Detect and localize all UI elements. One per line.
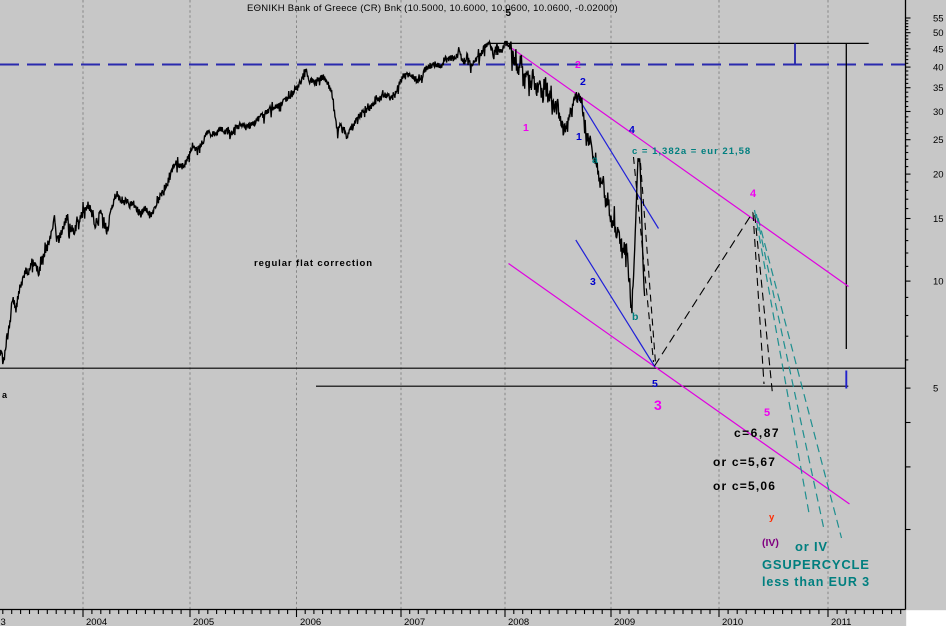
svg-text:50: 50	[933, 28, 944, 39]
svg-text:regular flat correction: regular flat correction	[254, 258, 373, 269]
svg-text:a: a	[592, 154, 598, 166]
svg-text:2011: 2011	[831, 617, 851, 626]
svg-text:c=6,87: c=6,87	[734, 426, 780, 440]
svg-text:25: 25	[933, 135, 944, 146]
svg-text:2010: 2010	[722, 617, 743, 626]
svg-text:45: 45	[933, 44, 944, 55]
svg-text:2004: 2004	[86, 617, 107, 626]
svg-text:2007: 2007	[404, 617, 425, 626]
svg-text:a: a	[2, 390, 8, 400]
svg-text:3: 3	[590, 276, 596, 288]
svg-text:or c=5,67: or c=5,67	[713, 455, 776, 469]
svg-text:2006: 2006	[300, 617, 321, 626]
svg-text:40: 40	[933, 63, 944, 74]
svg-text:y: y	[769, 512, 775, 523]
svg-text:5: 5	[652, 378, 658, 390]
svg-text:3: 3	[654, 397, 662, 413]
svg-text:(IV): (IV)	[762, 537, 779, 549]
svg-text:20: 20	[933, 170, 944, 181]
svg-text:2: 2	[575, 59, 581, 71]
svg-text:35: 35	[933, 83, 944, 94]
svg-text:4: 4	[629, 124, 635, 136]
svg-text:2009: 2009	[614, 617, 635, 626]
svg-text:55: 55	[933, 13, 944, 24]
svg-text:4: 4	[750, 188, 757, 200]
svg-text:b: b	[632, 311, 638, 323]
svg-text:2: 2	[580, 76, 586, 88]
svg-text:2005: 2005	[193, 617, 214, 626]
svg-text:10: 10	[933, 277, 944, 288]
svg-text:30: 30	[933, 107, 944, 118]
svg-text:or IV: or IV	[795, 539, 828, 554]
svg-text:less than EUR 3: less than EUR 3	[762, 575, 870, 589]
svg-text:c = 1,382a = eur 21,58: c = 1,382a = eur 21,58	[632, 146, 751, 157]
svg-text:2008: 2008	[508, 617, 529, 626]
svg-text:5: 5	[764, 407, 770, 419]
svg-text:1: 1	[576, 131, 582, 143]
svg-text:5: 5	[933, 384, 938, 395]
svg-text:3: 3	[1, 617, 6, 626]
svg-text:or c=5,06: or c=5,06	[713, 479, 776, 493]
svg-text:GSUPERCYCLE: GSUPERCYCLE	[762, 557, 870, 572]
svg-text:5: 5	[506, 8, 512, 19]
svg-text:15: 15	[933, 214, 944, 225]
svg-text:EΘNIKH Bank of Greece (CR) Bnk: EΘNIKH Bank of Greece (CR) Bnk (10.5000,…	[247, 3, 618, 14]
svg-text:1: 1	[523, 122, 529, 134]
